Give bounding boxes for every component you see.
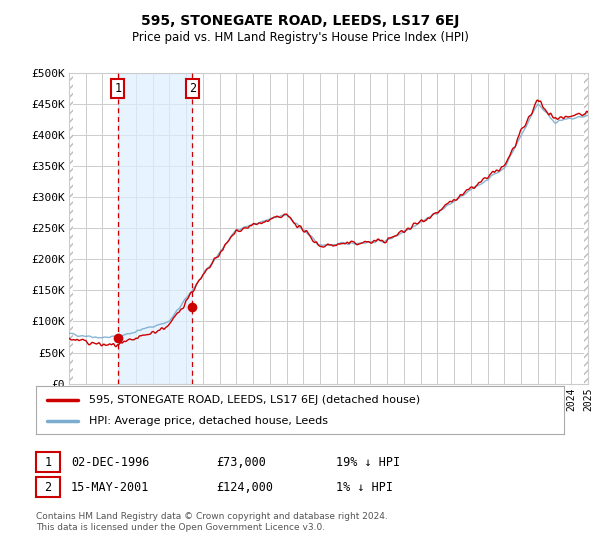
Text: Price paid vs. HM Land Registry's House Price Index (HPI): Price paid vs. HM Land Registry's House … <box>131 31 469 44</box>
Text: £124,000: £124,000 <box>216 480 273 494</box>
Text: Contains HM Land Registry data © Crown copyright and database right 2024.
This d: Contains HM Land Registry data © Crown c… <box>36 512 388 532</box>
Text: 1% ↓ HPI: 1% ↓ HPI <box>336 480 393 494</box>
Text: 19% ↓ HPI: 19% ↓ HPI <box>336 455 400 469</box>
Text: 595, STONEGATE ROAD, LEEDS, LS17 6EJ (detached house): 595, STONEGATE ROAD, LEEDS, LS17 6EJ (de… <box>89 395 420 405</box>
Text: 595, STONEGATE ROAD, LEEDS, LS17 6EJ: 595, STONEGATE ROAD, LEEDS, LS17 6EJ <box>141 14 459 28</box>
Text: 15-MAY-2001: 15-MAY-2001 <box>71 480 149 494</box>
Text: 1: 1 <box>115 82 121 95</box>
Text: 1: 1 <box>44 455 52 469</box>
Text: HPI: Average price, detached house, Leeds: HPI: Average price, detached house, Leed… <box>89 416 328 426</box>
Text: 2: 2 <box>189 82 196 95</box>
Bar <box>118 73 193 384</box>
Text: 02-DEC-1996: 02-DEC-1996 <box>71 455 149 469</box>
Text: £73,000: £73,000 <box>216 455 266 469</box>
Text: 2: 2 <box>44 480 52 494</box>
